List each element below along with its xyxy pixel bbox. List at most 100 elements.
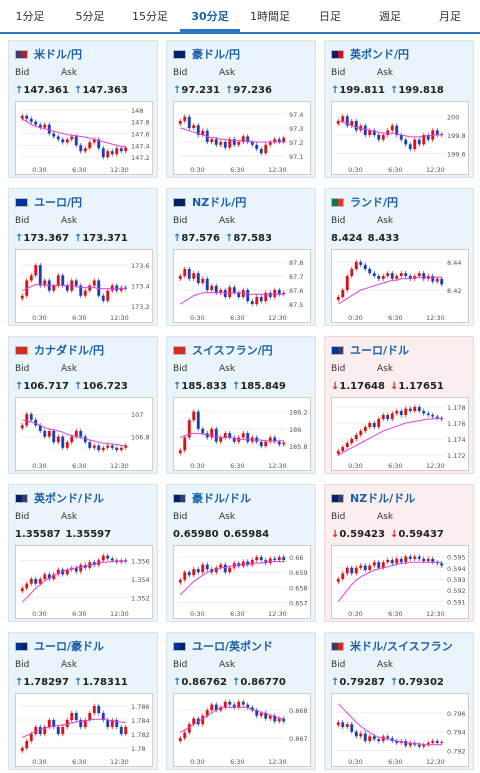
ask-label: Ask <box>219 364 236 374</box>
rate-card[interactable]: 英ポンド/ドル Bid Ask 1.35587 1.35597 1.356 1.354 1.3… <box>8 484 158 622</box>
tab-3[interactable]: 30分足 <box>180 0 240 32</box>
mini-chart[interactable]: 173.6 173.4 173.2 0:30 6:30 12:30 <box>15 249 153 323</box>
y-tick-label: 97.3 <box>289 125 303 133</box>
rate-card[interactable]: 豪ドル/ドル Bid Ask 0.65980 0.65984 0.66 0.659 0.658… <box>166 484 316 622</box>
pair-link[interactable]: 豪ドル/円 <box>192 48 241 61</box>
candle <box>115 447 119 451</box>
pair-link[interactable]: ユーロ/円 <box>34 196 83 209</box>
pair-link[interactable]: ユーロ/英ポンド <box>192 640 274 653</box>
candle <box>372 736 376 740</box>
y-tick-label: 0.659 <box>289 569 308 577</box>
candle <box>341 573 345 579</box>
rate-card[interactable]: NZドル/ドル Bid Ask ↓0.59423 ↓0.59437 0.595 0.594 0… <box>324 484 474 622</box>
rate-card[interactable]: 豪ドル/円 Bid Ask ↑97.231 ↑97.236 97.4 97.3 97.2 97.… <box>166 40 316 178</box>
mini-chart[interactable]: 0.595 0.594 0.593 0.592 0.591 0:30 6:30 12:30 <box>331 545 469 619</box>
pair-link[interactable]: ランド/円 <box>350 196 399 209</box>
mini-chart[interactable]: 8.44 8.42 0:30 6:30 12:30 <box>331 249 469 323</box>
y-tick-label: 1.172 <box>447 452 466 460</box>
rates: ↓1.17648 ↓1.17651 <box>331 381 449 392</box>
tab-1[interactable]: 5分足 <box>75 10 105 23</box>
rate-card[interactable]: NZドル/円 Bid Ask ↑87.576 ↑87.583 87.8 87.7 87.6 87… <box>166 188 316 326</box>
tab-5[interactable]: 日足 <box>319 10 341 23</box>
pair-link[interactable]: 米ドル/スイスフラン <box>350 640 453 653</box>
candle <box>219 707 223 711</box>
candle <box>350 567 354 574</box>
pair-link[interactable]: ユーロ/豪ドル <box>34 640 105 653</box>
pair-link[interactable]: NZドル/ドル <box>350 492 416 505</box>
candle <box>259 441 263 447</box>
pair-link[interactable]: カナダドル/円 <box>34 344 105 357</box>
rate-card[interactable]: ユーロ/ドル Bid Ask ↓1.17648 ↓1.17651 1.178 1.176 1.… <box>324 336 474 474</box>
rate-card[interactable]: 英ポンド/円 Bid Ask ↑199.811 ↑199.818 200 199.8 199.… <box>324 40 474 178</box>
pair-link[interactable]: NZドル/円 <box>192 196 247 209</box>
candle <box>183 269 187 276</box>
x-tick-label: 6:30 <box>388 758 403 766</box>
rate-card[interactable]: 米ドル/円 Bid Ask ↑147.361 ↑147.363 148 147.8 147.6… <box>8 40 158 178</box>
mini-chart[interactable]: 1.786 1.784 1.782 1.78 0:30 6:30 12:30 <box>15 693 153 767</box>
mini-chart[interactable]: 0.66 0.659 0.658 0.657 0:30 6:30 12:30 <box>173 545 311 619</box>
candle <box>223 701 227 708</box>
rate-card[interactable]: ユーロ/豪ドル Bid Ask ↑1.78297 ↑1.78311 1.786 1.784 1… <box>8 632 158 770</box>
candle <box>232 437 236 442</box>
mini-chart[interactable]: 1.178 1.176 1.174 1.172 0:30 6:30 12:30 <box>331 397 469 471</box>
candle <box>440 741 444 743</box>
pair-link[interactable]: スイスフラン/円 <box>192 344 273 357</box>
candle <box>56 436 60 443</box>
candle <box>264 713 268 719</box>
mini-chart[interactable]: 87.8 87.7 87.6 87.5 0:30 6:30 12:30 <box>173 249 311 323</box>
candle <box>381 415 385 419</box>
candle <box>345 567 349 574</box>
mini-chart[interactable]: 148 147.8 147.6 147.4 147.2 0:30 6:30 12:30 <box>15 101 153 175</box>
candle <box>372 423 376 427</box>
candle <box>363 565 367 571</box>
card-header: 米ドル/スイスフラン <box>331 639 453 653</box>
ask-value: ↓0.59437 <box>389 529 444 540</box>
rate-card[interactable]: カナダドル/円 Bid Ask ↑106.717 ↑106.723 107 106.8 0:3… <box>8 336 158 474</box>
candle <box>106 720 110 727</box>
tab-6[interactable]: 週足 <box>379 10 401 23</box>
bid-label: Bid <box>15 364 30 374</box>
mini-chart[interactable]: 0.796 0.794 0.792 0:30 6:30 12:30 <box>331 693 469 767</box>
mini-chart[interactable]: 200 199.8 199.6 0:30 6:30 12:30 <box>331 101 469 175</box>
mini-chart[interactable]: 97.4 97.3 97.2 97.1 0:30 6:30 12:30 <box>173 101 311 175</box>
y-tick-label: 1.354 <box>131 576 150 584</box>
candle <box>259 149 263 154</box>
candle <box>273 715 277 722</box>
candle <box>241 136 245 142</box>
candle <box>43 280 47 286</box>
mini-chart[interactable]: 0.868 0.867 0:30 6:30 12:30 <box>173 693 311 767</box>
tab-0[interactable]: 1分足 <box>15 10 45 23</box>
pair-link[interactable]: 英ポンド/ドル <box>34 492 105 505</box>
y-tick-label: 1.352 <box>131 595 150 603</box>
candle <box>20 748 24 751</box>
flag-icon <box>173 641 186 651</box>
pair-link[interactable]: 英ポンド/円 <box>350 48 410 61</box>
mini-chart[interactable]: 107 106.8 0:30 6:30 12:30 <box>15 397 153 471</box>
rate-card[interactable]: 米ドル/スイスフラン Bid Ask ↑0.79287 ↑0.79302 0.796 0.7… <box>324 632 474 770</box>
candle <box>124 727 128 734</box>
candle <box>404 139 408 145</box>
candle <box>219 564 223 568</box>
direction-arrow-icon: ↓ <box>331 529 340 540</box>
tab-7[interactable]: 月足 <box>439 10 461 23</box>
candle <box>83 148 87 152</box>
pair-link[interactable]: ユーロ/ドル <box>350 344 410 357</box>
pair-link[interactable]: 豪ドル/ドル <box>192 492 252 505</box>
y-tick-label: 1.356 <box>131 557 150 565</box>
rate-card[interactable]: ユーロ/円 Bid Ask ↑173.367 ↑173.371 173.6 173.4 173… <box>8 188 158 326</box>
flag-icon <box>15 49 28 59</box>
ask-value: ↑147.363 <box>73 85 128 96</box>
tab-2[interactable]: 15分足 <box>132 10 168 23</box>
candle <box>110 558 114 561</box>
rate-card[interactable]: ランド/円 Bid Ask 8.424 8.433 8.44 8.42 0:30 6:30 12:… <box>324 188 474 326</box>
candle <box>363 427 367 431</box>
rate-card[interactable]: ユーロ/英ポンド Bid Ask ↑0.86762 ↑0.86770 0.868 0.867… <box>166 632 316 770</box>
rate-card[interactable]: スイスフラン/円 Bid Ask ↑185.833 ↑185.849 186.2 186 18… <box>166 336 316 474</box>
mini-chart[interactable]: 1.356 1.354 1.352 0:30 6:30 12:30 <box>15 545 153 619</box>
pair-link[interactable]: 米ドル/円 <box>34 48 83 61</box>
candle <box>52 285 56 291</box>
candle <box>223 433 227 438</box>
candle <box>70 436 74 443</box>
mini-chart[interactable]: 186.2 186 185.8 0:30 6:30 12:30 <box>173 397 311 471</box>
tab-4[interactable]: 1時間足 <box>250 10 290 23</box>
